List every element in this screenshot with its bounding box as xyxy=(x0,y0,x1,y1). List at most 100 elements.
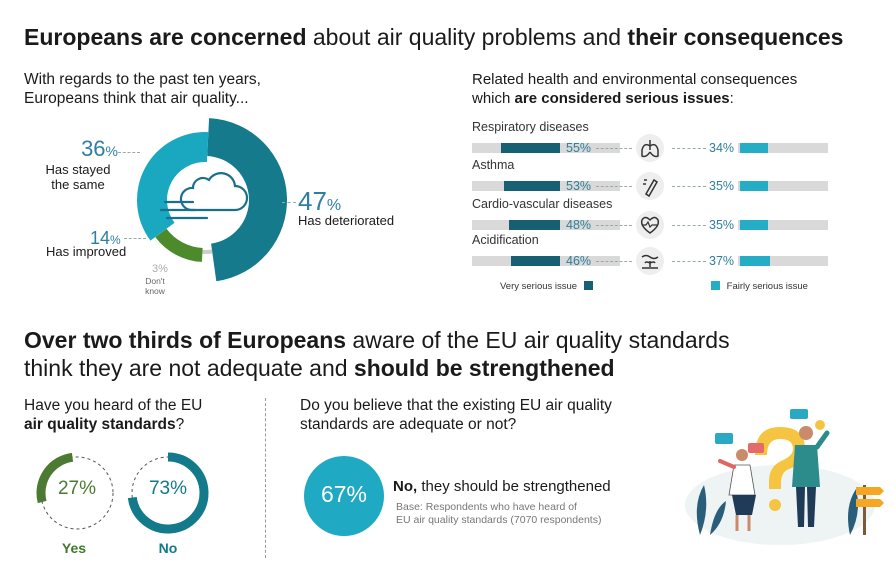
woman-figure xyxy=(718,449,756,531)
cloud-icon xyxy=(159,172,249,220)
base-note-line1: Base: Respondents who have heard of xyxy=(396,501,577,513)
air-quality-question: With regards to the past ten years, Euro… xyxy=(24,70,261,108)
improved-pct: 14% xyxy=(90,228,121,249)
top-title-bold2: their consequences xyxy=(627,24,844,50)
deteriorated-label: Has deteriorated xyxy=(298,213,395,228)
bar-label-3: Acidification xyxy=(472,233,539,247)
very-bar-value: 46% xyxy=(566,254,592,268)
adequate-question-line1: Do you believe that the existing EU air … xyxy=(300,397,612,414)
plant-icon xyxy=(696,485,858,535)
fairly-bar-value: 37% xyxy=(709,254,735,268)
very-bar-value: 53% xyxy=(566,179,592,193)
bottom-title-bold1: Over two thirds of Europeans xyxy=(24,327,347,353)
legend-fairly: Fairly serious issue xyxy=(711,281,808,292)
dontknow-pct: 3% xyxy=(152,263,168,275)
improved-unit: % xyxy=(110,233,121,247)
connector-left xyxy=(596,225,632,226)
top-title: Europeans are concerned about air qualit… xyxy=(24,24,843,51)
air-quality-question-line1: With regards to the past ten years, xyxy=(24,71,261,88)
consequences-question-end: : xyxy=(729,90,734,107)
signpost-icon xyxy=(856,485,884,535)
connector-left xyxy=(596,186,632,187)
dontknow-label1: Don't xyxy=(145,276,165,286)
yes-ring-track xyxy=(40,456,114,530)
legend-very-label: Very serious issue xyxy=(500,281,578,292)
improved-label: Has improved xyxy=(46,244,127,259)
fairly-bar xyxy=(740,143,768,153)
fairly-bar-value: 35% xyxy=(709,179,735,193)
base-note: Base: Respondents who have heard of EU a… xyxy=(396,501,601,527)
connector-left xyxy=(596,261,632,262)
connector-left xyxy=(596,148,632,149)
bar-label-2: Cardio-vascular diseases xyxy=(472,197,613,211)
top-title-bold1: Europeans are concerned xyxy=(24,24,307,50)
base-note-line2: EU air quality standards (7070 responden… xyxy=(396,514,602,526)
consequences-question-line1: Related health and environmental consequ… xyxy=(472,71,798,88)
fairly-bar-track xyxy=(738,143,828,153)
donut-slice-don-t-know xyxy=(202,249,213,254)
no-label: No xyxy=(158,540,178,556)
consequences-question: Related health and environmental consequ… xyxy=(472,70,797,108)
yes-ring-arc xyxy=(36,452,74,504)
heart-pulse-icon xyxy=(636,211,664,239)
strengthen-answer: No, they should be strengthened xyxy=(393,478,611,495)
same-label: Has stayed the same xyxy=(40,162,116,192)
same-label1: Has stayed xyxy=(45,162,111,177)
air-quality-question-line2: Europeans think that air quality... xyxy=(24,90,249,107)
donut-slice-has-stayed-the-same xyxy=(137,132,209,241)
very-bar xyxy=(501,143,560,153)
dontknow-unit: % xyxy=(158,263,168,275)
same-leader xyxy=(118,152,140,153)
dontknow-label: Don't know xyxy=(144,276,166,296)
deteriorated-value: 47 xyxy=(298,186,327,216)
deteriorated-leader xyxy=(282,202,296,203)
improved-leader xyxy=(124,238,146,239)
fairly-bar xyxy=(740,256,770,266)
same-unit: % xyxy=(105,143,118,159)
deteriorated-unit: % xyxy=(326,197,342,214)
water-plant-icon xyxy=(636,247,664,275)
inhaler-icon xyxy=(636,172,664,200)
no-ring xyxy=(127,452,209,534)
connector-right xyxy=(672,186,706,187)
adequate-question-line2: standards are adequate or not? xyxy=(300,416,517,433)
bar-label-1: Asthma xyxy=(472,158,515,172)
man-figure xyxy=(792,426,830,527)
heard-question: Have you heard of the EU air quality sta… xyxy=(24,396,202,434)
connector-right xyxy=(672,148,706,149)
fairly-bar xyxy=(740,181,769,191)
top-title-normal: about air quality problems and xyxy=(306,24,628,50)
bottom-title-bold2: should be strengthened xyxy=(353,355,615,381)
air-quality-donut xyxy=(137,118,287,282)
heard-question-bold: air quality standards xyxy=(24,416,176,433)
very-bar xyxy=(510,256,560,266)
consequences-question-line2: which xyxy=(472,90,515,107)
same-label2: the same xyxy=(51,177,105,192)
bottom-title-normal1: aware of the EU air quality standards xyxy=(346,327,730,353)
strengthen-circle xyxy=(304,456,384,536)
strengthen-answer-bold: No, xyxy=(393,478,418,495)
dontknow-value: 3 xyxy=(152,263,159,275)
yes-label: Yes xyxy=(61,540,87,556)
adequate-question: Do you believe that the existing EU air … xyxy=(300,396,612,434)
very-bar xyxy=(503,181,560,191)
legend-fairly-swatch xyxy=(711,281,720,290)
question-mark-icon xyxy=(755,427,805,489)
consequences-bar-chart: Respiratory diseases 55% 34% Asthma 53% 35% Ca… xyxy=(472,120,832,300)
fairly-bar-value: 34% xyxy=(709,141,735,155)
same-value: 36 xyxy=(81,136,106,161)
donut-slice-has-improved xyxy=(155,228,203,262)
fairly-bar-track xyxy=(738,256,828,266)
fairly-bar-track xyxy=(738,220,828,230)
legend-very-swatch xyxy=(583,281,593,290)
heard-question-end: ? xyxy=(175,416,185,433)
connector-right xyxy=(672,261,706,262)
same-pct: 36% xyxy=(74,136,118,162)
lungs-icon xyxy=(636,134,664,162)
bar-label-0: Respiratory diseases xyxy=(472,120,589,134)
very-bar xyxy=(508,220,560,230)
no-pct: 73% xyxy=(148,478,188,499)
speech-bubble-icon xyxy=(715,409,825,453)
bottom-title-normal2: think they are not adequate and xyxy=(24,355,354,381)
connector-right xyxy=(672,225,706,226)
